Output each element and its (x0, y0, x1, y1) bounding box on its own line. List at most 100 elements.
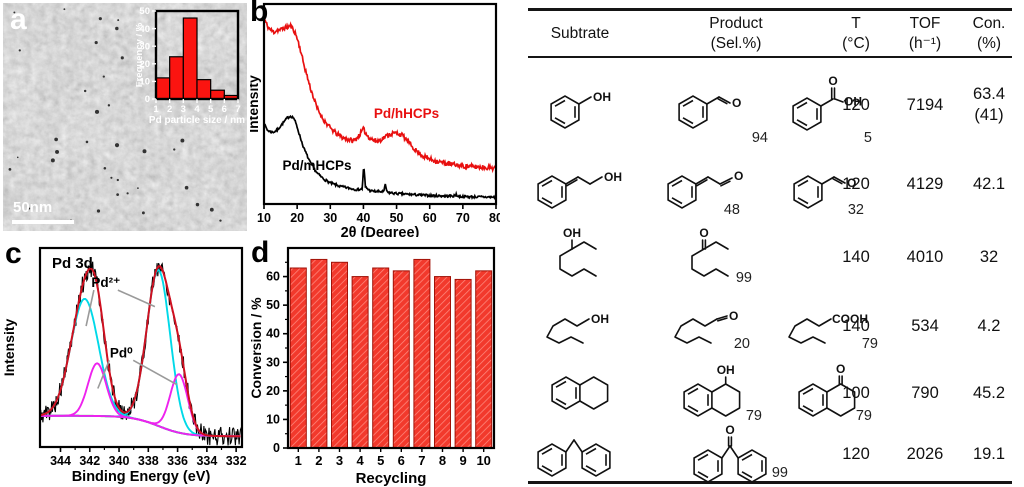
svg-text:O: O (847, 176, 856, 190)
svg-text:Pd particle size / nm: Pd particle size / nm (149, 115, 245, 126)
molecule-benzophenone: O 99 (656, 423, 816, 483)
svg-text:4: 4 (194, 104, 200, 115)
molecule-benzaldehyde: O 32 (768, 148, 886, 220)
molecule-tetralin (516, 358, 644, 428)
molecule-1-tetralone: O 79 (768, 358, 886, 428)
table-row: OH O 48 O 32 120 4129 42.1 (510, 148, 1024, 220)
molecule-diphenylmethane (516, 428, 644, 481)
svg-text:Recycling: Recycling (356, 470, 427, 487)
svg-text:1: 1 (295, 453, 302, 468)
molecule-octanoic-acid: COOH 79 (768, 294, 886, 358)
svg-text:6: 6 (222, 104, 227, 115)
svg-text:OH: OH (717, 363, 735, 377)
svg-text:Binding Energy (eV): Binding Energy (eV) (72, 469, 211, 485)
tem-micrograph (3, 3, 247, 231)
panel-c-xps: c 344 342 340 338 336 334 332 Binding Energy (e… (0, 237, 248, 487)
xps-plot: 344 342 340 338 336 334 332 Binding Energy (eV)… (1, 246, 247, 485)
molecule-octan-3-one: O 99 (656, 220, 768, 294)
selectivity-value: 99 (735, 270, 752, 286)
svg-text:6: 6 (398, 453, 405, 468)
svg-text:Intensity: Intensity (250, 75, 261, 133)
svg-text:OH: OH (563, 226, 581, 240)
svg-text:70: 70 (456, 211, 470, 225)
tof-value: 2026 (906, 445, 944, 464)
molecule-cinnamaldehyde: O 48 (656, 148, 768, 220)
molecule-octan-3-ol: OH (516, 220, 644, 294)
svg-text:OH: OH (844, 95, 862, 109)
molecule-cinnamyl-alcohol: OH (516, 148, 644, 220)
svg-text:80: 80 (489, 211, 500, 225)
svg-text:OH: OH (604, 170, 622, 184)
svg-text:10: 10 (257, 211, 271, 225)
svg-text:50: 50 (390, 211, 404, 225)
svg-text:Pd/mHCPs: Pd/mHCPs (283, 158, 352, 173)
selectivity-value: 79 (855, 408, 872, 424)
svg-text:336: 336 (167, 454, 188, 468)
panel-label-c: c (5, 237, 22, 270)
conversion-value: 45.2 (972, 383, 1006, 402)
svg-text:OH: OH (593, 90, 611, 104)
temperature-value: 140 (842, 247, 870, 266)
svg-text:Frequency / %: Frequency / % (136, 22, 145, 87)
panel-b-xrd: b Pd/hHCPs Pd/mHCPs 10 20 30 40 50 60 70 80 2θ (De… (245, 0, 503, 241)
svg-text:7: 7 (418, 453, 425, 468)
svg-text:2: 2 (315, 453, 322, 468)
header-conversion: Con. (%) (972, 14, 1006, 52)
header-product: Product (Sel.%) (709, 14, 763, 52)
panel-label-a: a (10, 3, 27, 36)
svg-text:20: 20 (266, 384, 280, 398)
svg-text:0: 0 (145, 94, 150, 105)
recycling-bar-chart: 1 2 3 4 5 6 7 8 9 10 0 10 20 30 40 50 60 Recycling Convers… (248, 246, 496, 487)
svg-text:Pd²⁺: Pd²⁺ (91, 275, 120, 290)
svg-text:2: 2 (167, 104, 172, 115)
svg-text:O: O (699, 226, 708, 240)
scale-bar-label: 50nm (13, 199, 53, 216)
temperature-value: 100 (842, 383, 870, 402)
conversion-value: 32 (979, 247, 999, 266)
svg-text:OH: OH (591, 312, 609, 326)
selectivity-value: 48 (723, 202, 740, 218)
svg-text:344: 344 (50, 454, 71, 468)
svg-text:Intensity: Intensity (1, 319, 17, 377)
particle-size-histogram: 0 10 20 30 40 50 1 2 3 4 5 6 7Pd particle size / nm F… (136, 7, 245, 126)
svg-text:7: 7 (235, 104, 240, 115)
panel-d-recycling: d 1 2 3 4 5 6 7 8 9 10 0 10 20 30 40 50 60 Recycling Conve… (248, 236, 500, 487)
table-header-row: Subtrate Product (Sel.%) T (°C) TOF (h⁻¹) C… (510, 12, 1024, 56)
table-top-rule (528, 8, 1012, 11)
conversion-value: 42.1 (972, 174, 1006, 193)
panel-label-b: b (250, 0, 269, 28)
tof-value: 7194 (906, 95, 944, 114)
conversion-value: 19.1 (972, 445, 1006, 464)
svg-text:4: 4 (356, 453, 364, 468)
svg-text:338: 338 (138, 454, 159, 468)
svg-text:20: 20 (290, 211, 304, 225)
svg-text:O: O (729, 309, 738, 323)
tof-value: 534 (911, 316, 939, 335)
table-bottom-rule (528, 481, 1012, 484)
svg-text:30: 30 (323, 211, 337, 225)
results-table: Subtrate Product (Sel.%) T (°C) TOF (h⁻¹) C… (510, 0, 1024, 487)
svg-text:Pd 3d: Pd 3d (52, 255, 93, 272)
svg-text:Pd⁰: Pd⁰ (110, 345, 133, 360)
table-row: OH O 94 O OH 5 120 7194 63.4 (41) (510, 62, 1024, 148)
svg-text:40: 40 (356, 211, 370, 225)
header-substrate: Subtrate (550, 24, 610, 42)
svg-text:40: 40 (266, 327, 280, 341)
svg-text:50: 50 (266, 298, 280, 312)
svg-text:2θ (Degree): 2θ (Degree) (341, 225, 420, 237)
tof-value: 4129 (906, 174, 944, 193)
selectivity-value: 94 (751, 130, 768, 146)
svg-text:3: 3 (181, 104, 186, 115)
svg-text:332: 332 (226, 454, 247, 468)
molecule-benzaldehyde: O 94 (656, 62, 768, 148)
svg-text:10: 10 (266, 412, 280, 426)
svg-text:Conversion / %: Conversion / % (250, 297, 264, 399)
molecule-octanal: O 20 (656, 294, 768, 358)
panel-label-d: d (251, 236, 270, 269)
table-header-rule (528, 56, 1012, 58)
temperature-value: 120 (842, 445, 870, 464)
temperature-value: 120 (842, 174, 870, 193)
svg-text:5: 5 (208, 104, 214, 115)
panel-a-tem-image: a 50nm 0 10 20 30 40 50 1 2 3 4 5 6 7 Pd particle siz… (3, 3, 247, 231)
